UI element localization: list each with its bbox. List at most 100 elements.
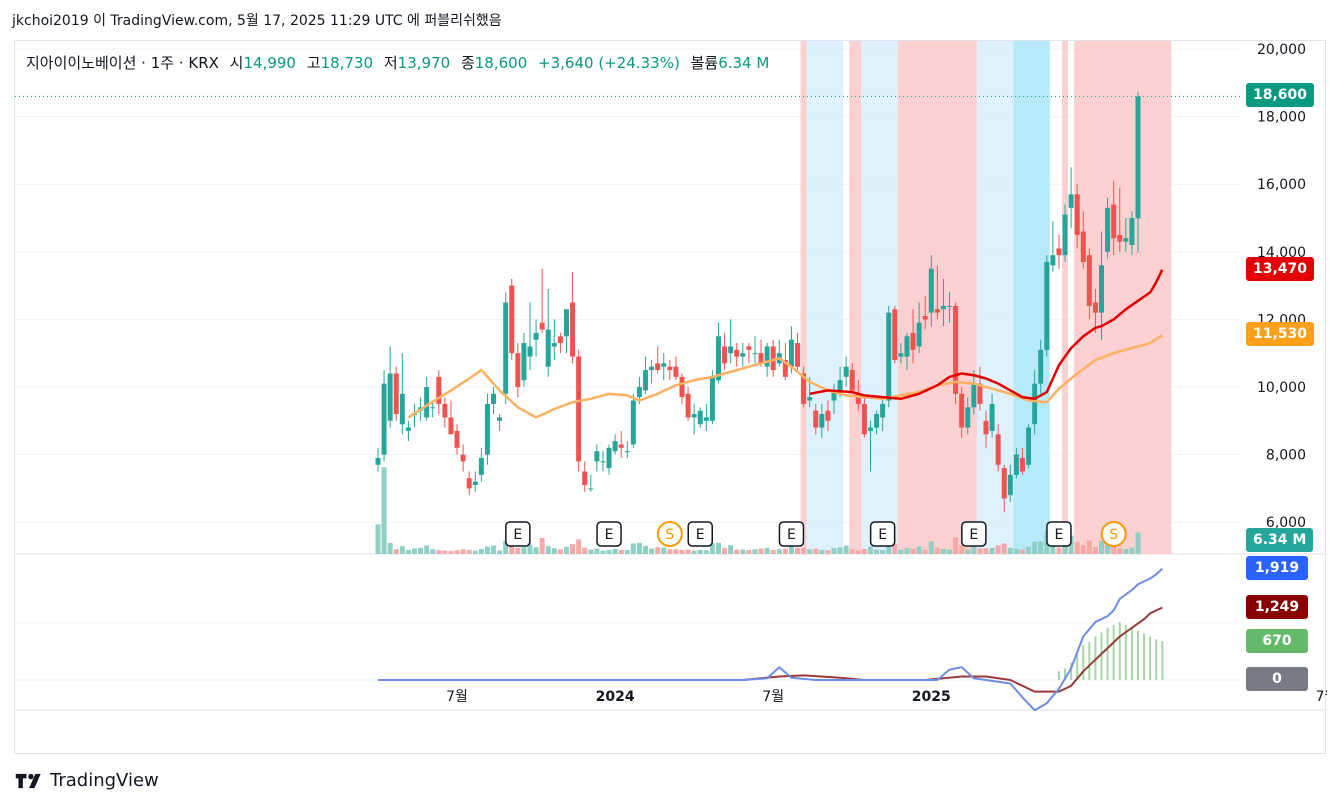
volume-bar	[819, 549, 825, 554]
candle-body	[497, 417, 503, 421]
macd-histogram-bar	[1155, 639, 1158, 680]
candle-body	[709, 376, 715, 421]
candle-body	[606, 447, 612, 469]
candle-body	[1111, 204, 1117, 239]
volume-bar	[588, 549, 594, 554]
volume-bar	[381, 467, 387, 554]
candle-body	[898, 353, 904, 357]
candle-body	[959, 393, 965, 428]
candle-body	[430, 407, 436, 409]
volume-bar	[387, 543, 393, 554]
volume-bar	[1086, 540, 1092, 554]
candle-body	[831, 390, 837, 401]
candle-body	[551, 343, 557, 347]
candle-body	[746, 346, 752, 350]
volume-bar	[643, 545, 649, 554]
earnings-marker-label: E	[513, 527, 522, 543]
candle-body	[539, 322, 545, 330]
candle-body	[478, 457, 484, 475]
ma-fast-price-tag: 13,470	[1246, 256, 1315, 281]
candle-body	[880, 403, 886, 418]
volume-bar	[1099, 541, 1105, 554]
candle-body	[795, 343, 801, 367]
volume-bar	[947, 549, 953, 554]
histogram-tag: 670	[1246, 629, 1308, 653]
volume-bar	[527, 544, 533, 554]
candle-body	[545, 329, 551, 367]
volume-bar	[1001, 543, 1007, 554]
x-tick-label: 7월	[762, 689, 784, 705]
volume-bar	[436, 550, 442, 554]
volume-bar	[673, 549, 679, 554]
candle-body	[764, 346, 770, 367]
macd-histogram-bar	[1106, 627, 1109, 680]
candle-body	[594, 451, 600, 462]
volume-bar	[655, 547, 661, 554]
volume-bar	[971, 546, 977, 554]
candle-body	[874, 414, 880, 428]
candle-body	[1019, 457, 1025, 472]
volume-bar	[715, 542, 721, 554]
candle-body	[424, 387, 430, 418]
candle-body	[612, 441, 618, 452]
candle-body	[934, 309, 940, 313]
macd-histogram-bar	[1118, 622, 1121, 680]
x-tick-label: 2025	[912, 689, 951, 705]
symbol-legend: 지아이이노베이션 · 1주 · KRX 시14,990 고18,730 저13,…	[26, 52, 769, 73]
volume-bar	[454, 550, 460, 554]
candle-body	[807, 397, 813, 401]
candle-body	[1026, 427, 1032, 465]
volume-bar	[1092, 546, 1098, 554]
volume-bar	[1117, 548, 1123, 554]
candle-body	[1092, 302, 1098, 313]
candle-body	[782, 359, 788, 377]
candle-body	[466, 478, 472, 489]
volume-bar	[1062, 539, 1068, 554]
volume-bar	[916, 546, 922, 554]
volume-bar	[703, 550, 709, 554]
candle-body	[472, 481, 478, 486]
volume-bar	[752, 549, 758, 554]
volume-label: 볼륨	[690, 54, 719, 72]
low-label: 저	[383, 54, 398, 72]
candle-body	[618, 444, 624, 448]
candle-body	[892, 309, 898, 360]
volume-bar	[813, 548, 819, 554]
candle-body	[1007, 474, 1013, 496]
volume-bar	[1056, 547, 1062, 554]
close-value: 18,600	[474, 54, 528, 72]
volume-bar	[722, 547, 728, 554]
volume-bar	[746, 549, 752, 554]
signal-band	[800, 41, 807, 554]
y-tick-label: 18,000	[1257, 110, 1306, 126]
candle-body	[436, 376, 442, 404]
volume-bar	[618, 549, 624, 554]
split-marker	[656, 521, 683, 547]
volume-bar	[1135, 532, 1141, 554]
volume-bar	[977, 548, 983, 554]
candle-body	[722, 346, 728, 364]
split-marker-label: S	[1109, 527, 1118, 543]
tradingview-brand[interactable]: TradingView	[14, 770, 159, 791]
earnings-marker	[505, 521, 531, 547]
volume-bar	[411, 548, 417, 554]
candle-body	[557, 336, 563, 344]
candle-body	[965, 407, 971, 428]
volume-bar	[1129, 547, 1135, 554]
volume-bar	[612, 548, 618, 554]
candle-body	[448, 417, 454, 435]
candle-body	[1044, 261, 1050, 350]
volume-bar	[570, 544, 576, 554]
volume-bar	[1074, 541, 1080, 554]
candle-body	[825, 410, 831, 421]
candle-body	[1123, 238, 1129, 242]
candle-body	[947, 305, 953, 307]
volume-bar	[691, 550, 697, 554]
volume-bar	[405, 549, 411, 554]
volume-bar	[685, 549, 691, 554]
grid-lines	[15, 48, 1327, 711]
volume-bar	[697, 549, 703, 554]
candle-body	[1129, 218, 1135, 246]
